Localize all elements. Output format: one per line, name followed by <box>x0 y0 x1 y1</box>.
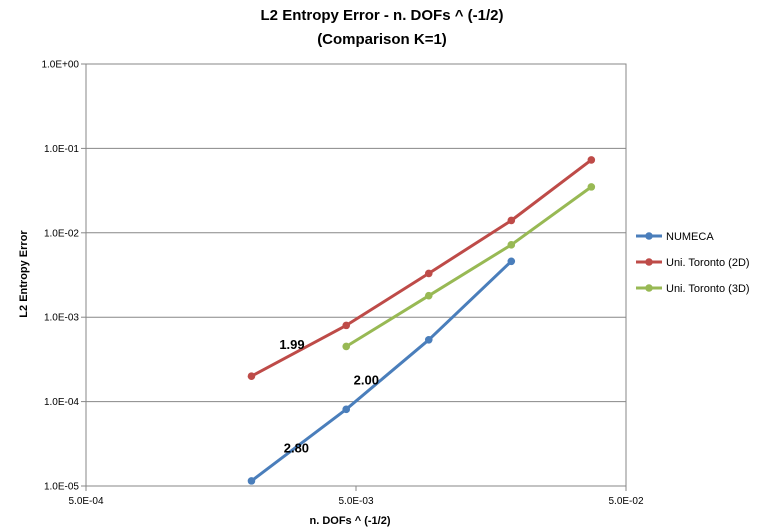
y-tick-label: 1.0E-03 <box>44 313 79 324</box>
series-line-2 <box>345 185 593 348</box>
slope-label: 1.99 <box>279 337 304 352</box>
slope-label: 2.80 <box>284 440 309 455</box>
slope-label: 2.00 <box>354 372 379 387</box>
y-tick-label: 1.0E-04 <box>44 397 79 408</box>
data-point <box>424 335 433 344</box>
data-point <box>424 291 433 300</box>
legend-label: NUMECA <box>666 231 714 243</box>
legend: NUMECA Uni. Toronto (2D) Uni. Toronto (3D) <box>636 231 750 295</box>
chart-title: L2 Entropy Error - n. DOFs ^ (-1/2) <box>261 7 504 24</box>
data-point <box>247 477 256 485</box>
data-point <box>247 372 256 380</box>
legend-label: Uni. Toronto (2D) <box>666 257 750 269</box>
chart-subtitle: (Comparison K=1) <box>317 31 447 48</box>
data-point <box>507 257 516 266</box>
legend-marker <box>645 232 653 240</box>
data-point <box>342 405 351 414</box>
x-axis-title: n. DOFs ^ (-1/2) <box>310 515 391 527</box>
legend-marker <box>645 284 653 292</box>
series-line-0 <box>250 260 513 483</box>
x-tick-label: 5.0E-04 <box>68 496 103 507</box>
y-axis-title: L2 Entropy Error <box>18 230 30 318</box>
data-point <box>342 342 351 351</box>
y-tick-label: 1.0E-05 <box>44 482 79 493</box>
data-point <box>507 241 516 249</box>
data-point <box>507 216 516 225</box>
y-tick-label: 1.0E-02 <box>44 228 79 239</box>
data-point <box>424 269 433 278</box>
data-point <box>587 183 596 191</box>
y-tick-label: 1.0E-01 <box>44 144 79 155</box>
x-tick-label: 5.0E-03 <box>338 496 373 507</box>
legend-label: Uni. Toronto (3D) <box>666 283 750 295</box>
plot-border <box>85 63 627 487</box>
legend-marker <box>645 258 653 266</box>
x-tick-label: 5.0E-02 <box>608 496 643 507</box>
y-tick-label: 1.0E+00 <box>41 60 79 71</box>
plot-area: 1.0E+00 1.0E-01 1.0E-02 1.0E-03 1.0E-04 1.0E-… <box>41 60 643 508</box>
data-point <box>587 156 596 164</box>
data-point <box>342 321 351 330</box>
